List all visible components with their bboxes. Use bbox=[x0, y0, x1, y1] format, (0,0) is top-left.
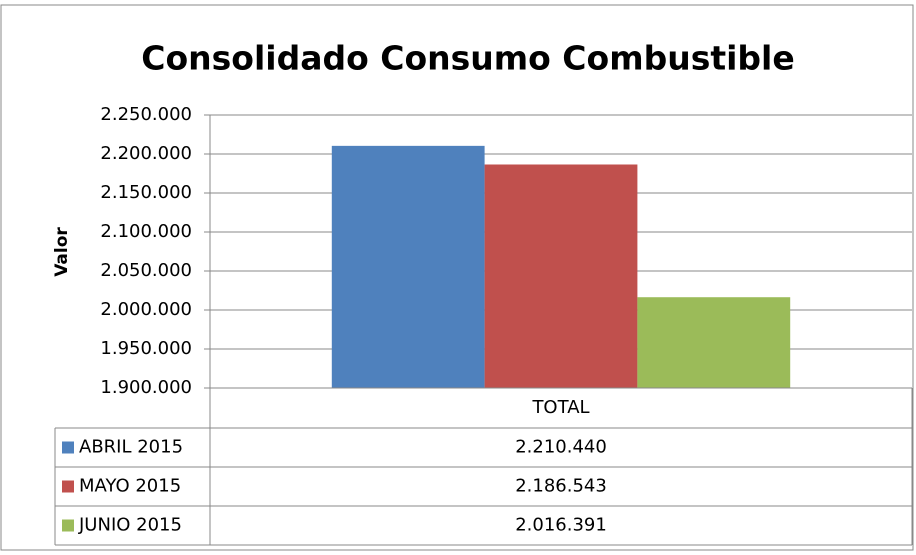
chart-title: Consolidado Consumo Combustible bbox=[141, 39, 795, 78]
table-value: 2.016.391 bbox=[515, 515, 607, 536]
legend-label: JUNIO 2015 bbox=[78, 515, 182, 536]
legend-label: MAYO 2015 bbox=[79, 476, 181, 497]
legend-swatch bbox=[62, 519, 74, 532]
y-tick-label: 2.150.000 bbox=[100, 182, 192, 203]
legend-swatch bbox=[62, 480, 74, 493]
y-tick-label: 2.100.000 bbox=[100, 221, 192, 242]
y-axis-label: Valor bbox=[52, 227, 72, 277]
y-tick-label: 2.050.000 bbox=[100, 260, 192, 281]
legend-label: ABRIL 2015 bbox=[79, 437, 183, 458]
bar bbox=[331, 145, 485, 388]
y-tick-label: 2.250.000 bbox=[100, 104, 192, 125]
table-value: 2.210.440 bbox=[515, 437, 607, 458]
table-value: 2.186.543 bbox=[515, 476, 607, 497]
bar bbox=[484, 164, 638, 388]
y-tick-label: 1.900.000 bbox=[100, 377, 192, 398]
y-tick-label: 2.000.000 bbox=[100, 299, 192, 320]
y-tick-label: 1.950.000 bbox=[100, 338, 192, 359]
x-tick-label: TOTAL bbox=[531, 397, 589, 418]
y-tick-label: 2.200.000 bbox=[100, 143, 192, 164]
bar bbox=[637, 297, 791, 388]
legend-swatch bbox=[62, 441, 74, 454]
